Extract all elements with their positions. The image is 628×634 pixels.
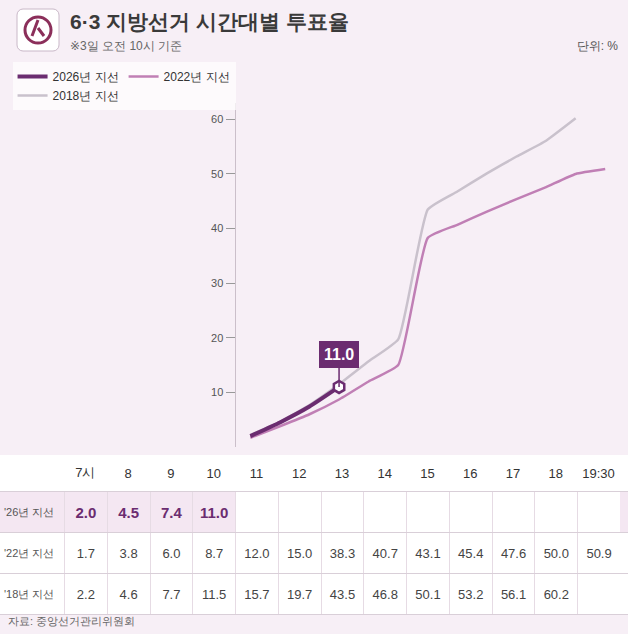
html-text:'18년 지선: '18년 지선	[4, 587, 55, 600]
html-text:19:30: 19:30	[582, 465, 615, 481]
html-text:14: 14	[377, 465, 392, 481]
html-text:7시: 7시	[75, 465, 96, 480]
html-text:자료: 중앙선거관리위원회: 자료: 중앙선거관리위원회	[8, 615, 136, 627]
html-text:19.7: 19.7	[287, 586, 313, 602]
html-text:46.8: 46.8	[372, 586, 398, 602]
html-text:2.2: 2.2	[76, 586, 95, 602]
html-text:50.0: 50.0	[543, 545, 569, 561]
html-text:4.6: 4.6	[119, 586, 138, 602]
html-text:53.2: 53.2	[458, 586, 484, 602]
html-text:4.5: 4.5	[118, 503, 140, 521]
html-text:11: 11	[249, 465, 264, 481]
html-text:56.1: 56.1	[500, 586, 527, 602]
html-text:'22년 지선: '22년 지선	[4, 546, 55, 559]
html-text:8: 8	[124, 465, 132, 481]
html-text:12: 12	[292, 465, 307, 481]
svg-text:2018년 지선: 2018년 지선	[53, 89, 119, 103]
html-text:15: 15	[420, 465, 435, 481]
svg-text:40: 40	[211, 222, 223, 234]
html-text:13: 13	[334, 465, 350, 481]
html-text:'26년 지선: '26년 지선	[4, 505, 55, 518]
svg-text:2026년 지선: 2026년 지선	[53, 70, 119, 84]
html-text:15.7: 15.7	[244, 586, 270, 602]
html-text:2.0: 2.0	[75, 503, 97, 521]
svg-text:11.0: 11.0	[324, 346, 354, 363]
html-text:17: 17	[505, 465, 521, 481]
html-text:7.7: 7.7	[162, 586, 181, 602]
html-text:60.2: 60.2	[543, 586, 569, 602]
html-text:43.5: 43.5	[329, 586, 356, 602]
html-text:6.0: 6.0	[162, 545, 181, 561]
html-text:10: 10	[206, 465, 221, 481]
html-text:12.0: 12.0	[244, 545, 270, 561]
svg-text:2022년 지선: 2022년 지선	[164, 70, 230, 84]
html-text:※3일 오전 10시 기준: ※3일 오전 10시 기준	[70, 39, 183, 53]
html-text:11.5: 11.5	[202, 586, 227, 602]
html-text:50.9: 50.9	[586, 545, 612, 561]
html-text:50.1: 50.1	[415, 586, 441, 602]
html-text:7.4: 7.4	[161, 503, 182, 521]
html-text:8.7: 8.7	[205, 545, 224, 561]
html-text:6·3 지방선거 시간대별 투표율: 6·3 지방선거 시간대별 투표율	[70, 10, 349, 33]
html-text:9: 9	[167, 465, 175, 481]
html-text:47.6: 47.6	[500, 545, 527, 561]
svg-text:50: 50	[211, 168, 223, 180]
html-text:45.4: 45.4	[458, 545, 484, 561]
svg-text:20: 20	[211, 332, 223, 344]
html-text:11.0: 11.0	[200, 503, 229, 521]
html-text:40.7: 40.7	[372, 545, 398, 561]
html-text:43.1: 43.1	[415, 545, 441, 561]
html-text:18: 18	[548, 465, 563, 481]
html-text:단위: %: 단위: %	[576, 39, 618, 53]
svg-text:30: 30	[211, 277, 223, 289]
html-text:3.8: 3.8	[119, 545, 138, 561]
html-text:1.7: 1.7	[76, 545, 95, 561]
html-text:38.3: 38.3	[329, 545, 356, 561]
html-text:15.0: 15.0	[287, 545, 313, 561]
html-text:16: 16	[463, 465, 478, 481]
svg-text:10: 10	[211, 386, 223, 398]
svg-text:60: 60	[211, 113, 223, 125]
